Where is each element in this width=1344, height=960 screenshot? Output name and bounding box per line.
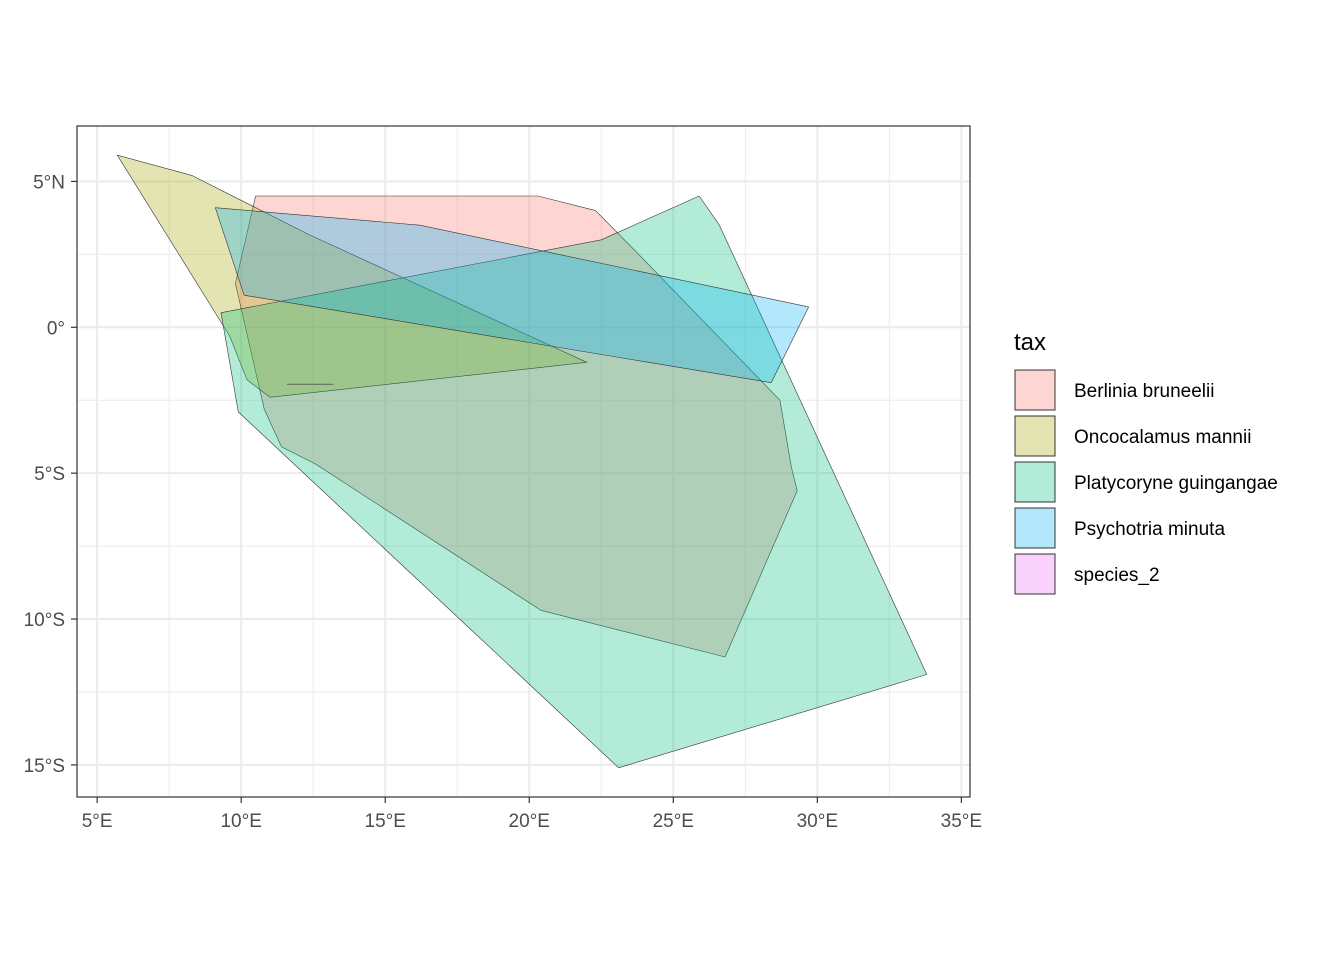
legend-key [1014, 553, 1056, 595]
x-tick-label: 20°E [509, 811, 550, 832]
legend-key-swatch [1014, 415, 1056, 457]
y-tick-label: 0° [47, 318, 65, 339]
legend-key [1014, 507, 1056, 549]
legend-label: Oncocalamus mannii [1074, 427, 1251, 448]
legend: tax Berlinia bruneelii Oncocalamus mannii… [1014, 329, 1278, 595]
y-tick-label: 15°S [24, 756, 65, 777]
legend-label: Berlinia bruneelii [1074, 381, 1214, 402]
range-polygons [117, 154, 928, 769]
legend-key-swatch [1014, 507, 1056, 549]
range-polygon-platycoryne-guingangae [220, 195, 928, 769]
legend-title: tax [1014, 329, 1046, 356]
legend-key [1014, 461, 1056, 503]
legend-label: Platycoryne guingangae [1074, 473, 1278, 494]
y-tick-label: 5°S [34, 464, 65, 485]
x-tick-label: 15°E [365, 811, 406, 832]
range-polygon-oncocalamus-mannii [117, 154, 588, 398]
x-tick-label: 5°E [82, 811, 113, 832]
x-tick-label: 30°E [797, 811, 838, 832]
grid-lines [77, 126, 970, 797]
axes: 5°E 10°E 15°E 20°E 25°E 30°E 35°E 5°N 0° 5°S 10°S 1… [24, 172, 982, 832]
y-tick-label: 5°N [33, 172, 65, 193]
legend-label: species_2 [1074, 565, 1160, 586]
y-tick-label: 10°S [24, 610, 65, 631]
legend-key-swatch [1014, 553, 1056, 595]
x-tick-label: 10°E [220, 811, 261, 832]
legend-key-swatch [1014, 461, 1056, 503]
legend-key [1014, 369, 1056, 411]
range-polygon-berlinia-bruneelii [235, 195, 798, 658]
x-tick-label: 25°E [653, 811, 694, 832]
plot-panel-background [77, 126, 970, 797]
legend-label: Psychotria minuta [1074, 519, 1225, 540]
legend-key-swatch [1014, 369, 1056, 411]
x-tick-label: 35°E [941, 811, 982, 832]
range-polygon-psychotria-minuta [215, 207, 810, 384]
legend-key [1014, 415, 1056, 457]
plot-panel-border [76, 125, 971, 798]
